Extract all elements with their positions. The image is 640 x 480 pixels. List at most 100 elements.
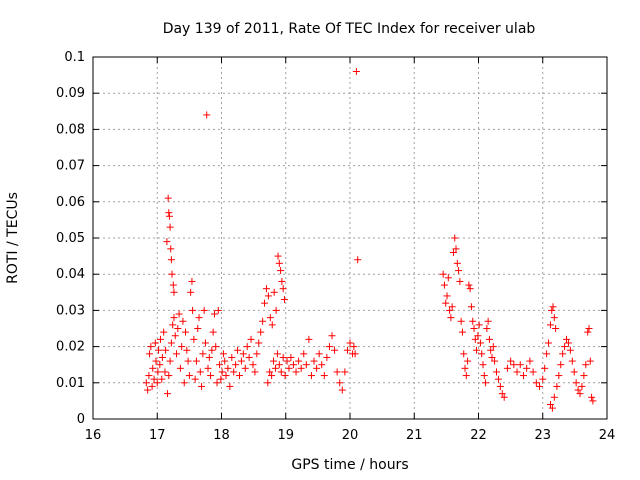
data-point [543,350,551,358]
data-point [274,252,282,260]
data-point [219,350,227,358]
y-tick-label: 0.08 [56,122,85,137]
data-point [209,328,217,336]
data-point [165,212,173,220]
y-tick-label: 0 [77,412,85,427]
data-point [218,368,226,376]
data-point [563,335,571,343]
data-point [235,372,243,380]
data-point [279,353,287,361]
data-point [275,361,283,369]
data-point [163,238,171,246]
data-point [167,245,175,253]
plot-frame [92,56,608,420]
y-axis-ticks: 0 0.01 0.02 0.03 0.04 0.05 0.06 0.07 0.08 0.09 0.1 [56,50,607,427]
data-point [492,368,500,376]
data-point [196,368,204,376]
data-point [331,346,339,354]
data-point [156,335,164,343]
data-point [442,299,450,307]
data-point [487,346,495,354]
x-tick-label: 17 [149,428,166,443]
data-point [305,335,313,343]
data-point [523,364,531,372]
data-point [175,310,183,318]
data-point [325,343,333,351]
data-point [297,364,305,372]
data-point [453,259,461,267]
grid-lines [93,57,607,419]
data-point [262,285,270,293]
y-axis-title: ROTI / TECUs [5,192,21,284]
data-point [451,234,459,242]
data-point [287,353,295,361]
data-point [268,372,276,380]
data-point [482,379,490,387]
data-point [480,372,488,380]
data-point [192,357,200,365]
y-tick-label: 0.01 [56,376,85,391]
data-point [166,357,174,365]
data-point [466,285,474,293]
x-tick-label: 23 [534,428,551,443]
data-point [469,317,477,325]
data-point [188,277,196,285]
data-point [164,390,172,398]
data-point [320,372,328,380]
data-point [313,364,321,372]
data-point [536,382,544,390]
data-point [310,357,318,365]
data-point [160,328,168,336]
data-point [190,335,198,343]
data-point [470,325,478,332]
data-point [194,325,202,332]
data-point [214,306,222,314]
data-point [176,364,184,372]
data-point [142,379,150,387]
data-point [237,357,245,365]
data-point [584,328,592,336]
data-point [158,375,166,383]
data-point [148,382,156,390]
data-point [457,317,465,325]
data-point [184,357,192,365]
data-point [548,404,556,412]
data-point [167,256,175,264]
data-point [155,346,163,354]
data-point [350,343,358,351]
data-point [588,393,596,401]
data-point [315,350,323,358]
chart-title: Day 139 of 2011, Rate Of TEC Index for r… [163,21,536,37]
data-point [234,346,242,354]
data-point [550,393,558,401]
data-point [474,332,482,340]
data-point [189,306,197,314]
data-point [200,306,208,314]
data-point [462,372,470,380]
data-points [142,67,597,412]
data-point [182,328,190,336]
y-tick-label: 0.03 [56,303,85,318]
data-point [586,357,594,365]
data-point [467,303,475,311]
data-point [351,350,359,358]
data-point [338,386,346,394]
data-point [204,364,212,372]
data-point [226,382,234,390]
x-tick-label: 21 [406,428,423,443]
y-tick-label: 0.05 [56,231,85,246]
data-point [169,321,177,329]
data-point [247,335,255,343]
data-point [180,379,188,387]
data-point [264,379,272,387]
data-point [277,267,285,275]
data-point [549,303,557,311]
data-point [281,372,289,380]
data-point [146,350,154,358]
data-point [341,368,349,376]
data-point [259,317,267,325]
x-tick-label: 22 [470,428,487,443]
y-tick-label: 0.04 [56,267,85,282]
data-point [574,386,582,394]
data-point [165,372,173,380]
